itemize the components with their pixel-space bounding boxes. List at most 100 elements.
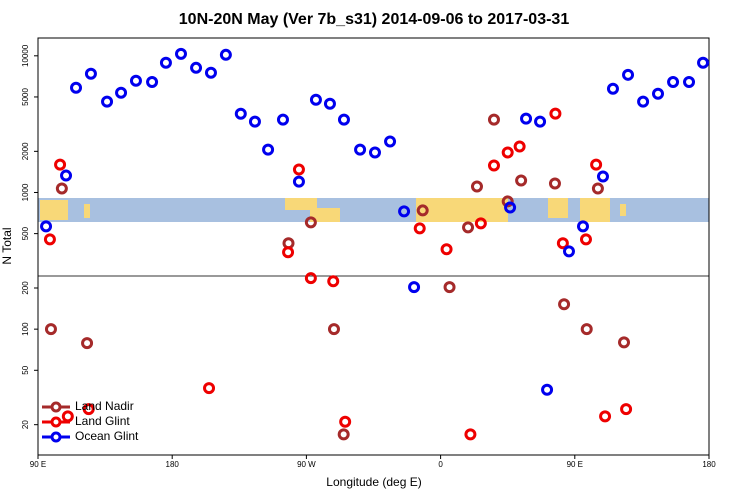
point: [534, 115, 547, 128]
point: [337, 113, 350, 126]
point: [43, 233, 56, 246]
point: [262, 143, 275, 156]
x-tick-label: 90 E: [30, 460, 46, 469]
point: [146, 76, 159, 89]
point: [55, 182, 68, 195]
point: [577, 220, 590, 233]
point: [599, 410, 612, 423]
point: [292, 175, 305, 188]
point: [520, 112, 533, 125]
x-tick-label: 0: [438, 460, 443, 469]
legend-marker: [50, 416, 62, 428]
y-tick-label: 500: [21, 226, 30, 240]
plot-frame: [37, 37, 710, 456]
point: [590, 158, 603, 171]
point: [115, 86, 128, 99]
point: [398, 205, 411, 218]
point: [413, 222, 426, 235]
point: [462, 221, 475, 234]
point: [596, 170, 609, 183]
point: [513, 140, 526, 153]
point: [501, 146, 514, 159]
map-strip: [38, 198, 709, 222]
y-tick-label: 10000: [21, 44, 30, 67]
point: [443, 281, 456, 294]
y-tick-label: 20: [21, 420, 30, 429]
point: [282, 246, 295, 259]
point: [368, 146, 381, 159]
point: [44, 323, 57, 336]
point: [408, 281, 421, 294]
point: [234, 107, 247, 120]
point: [548, 177, 561, 190]
point: [82, 403, 95, 416]
y-tick-label: 2000: [21, 142, 30, 160]
y-tick-label: 1000: [21, 183, 30, 201]
point: [541, 383, 554, 396]
point: [622, 68, 635, 81]
point: [667, 76, 680, 89]
point: [440, 243, 453, 256]
point: [70, 81, 83, 94]
legend-label: Land Nadir: [75, 399, 134, 413]
point: [174, 47, 187, 60]
x-axis-label: Longitude (deg E): [326, 475, 421, 489]
point: [129, 74, 142, 87]
point: [339, 415, 352, 428]
point: [562, 245, 575, 258]
point: [81, 337, 94, 350]
point: [416, 204, 429, 217]
point: [618, 336, 631, 349]
point: [248, 115, 261, 128]
point: [683, 76, 696, 89]
y-tick-label: 5000: [21, 88, 30, 106]
point: [327, 275, 340, 288]
point: [474, 217, 487, 230]
point: [579, 233, 592, 246]
point: [204, 66, 217, 79]
legend-marker: [50, 431, 62, 443]
point: [580, 323, 593, 336]
y-tick-label: 200: [21, 281, 30, 295]
point: [501, 195, 514, 208]
x-tick-label: 90 W: [297, 460, 316, 469]
point: [337, 428, 350, 441]
legend-label: Ocean Glint: [75, 429, 139, 443]
point: [620, 403, 633, 416]
x-tick-label: 180: [166, 460, 180, 469]
point: [556, 237, 569, 250]
x-tick-label: 90 E: [567, 460, 583, 469]
point: [84, 67, 97, 80]
point: [652, 87, 665, 100]
y-tick-label: 50: [21, 365, 30, 374]
chart-title: 10N-20N May (Ver 7b_s31) 2014-09-06 to 2…: [179, 11, 570, 28]
legend-marker: [50, 401, 62, 413]
point: [203, 382, 216, 395]
point: [309, 93, 322, 106]
point: [558, 298, 571, 311]
point: [276, 113, 289, 126]
point: [697, 56, 710, 69]
point: [515, 174, 528, 187]
point: [292, 163, 305, 176]
point: [190, 61, 203, 74]
point: [40, 220, 53, 233]
y-axis-label: N Total: [0, 227, 14, 264]
x-tick-label: 180: [702, 460, 716, 469]
point: [591, 182, 604, 195]
point: [304, 216, 317, 229]
point: [159, 56, 172, 69]
point: [354, 143, 367, 156]
point: [487, 159, 500, 172]
point: [487, 113, 500, 126]
point: [60, 169, 73, 182]
y-tick-label: 100: [21, 322, 30, 336]
point: [637, 95, 650, 108]
point: [101, 95, 114, 108]
point: [470, 180, 483, 193]
point: [384, 135, 397, 148]
point: [219, 48, 232, 61]
legend-label: Land Glint: [75, 414, 130, 428]
